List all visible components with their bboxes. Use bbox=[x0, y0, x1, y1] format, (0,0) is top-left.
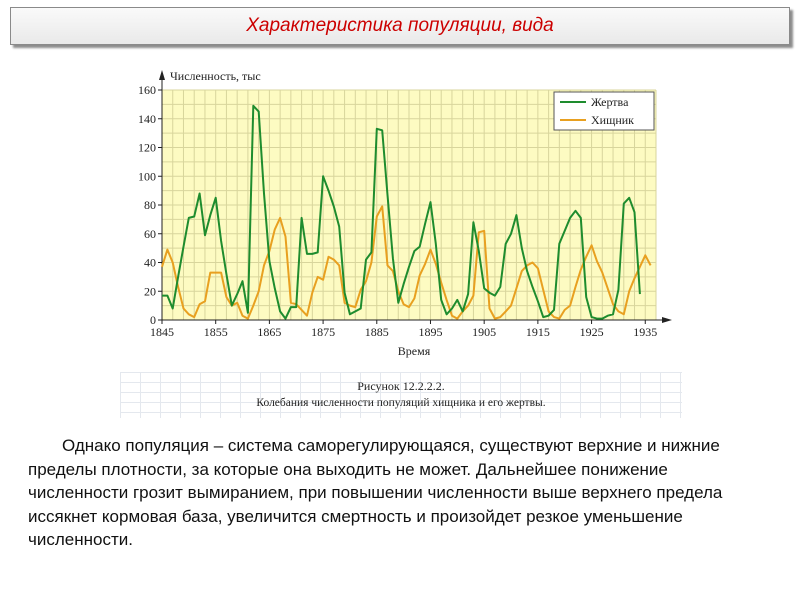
x-tick-label: 1925 bbox=[580, 325, 604, 339]
body-paragraph: Однако популяция – система саморегулирую… bbox=[28, 436, 723, 549]
y-tick-label: 0 bbox=[150, 313, 156, 327]
y-tick-label: 140 bbox=[138, 112, 156, 126]
x-axis-label: Время bbox=[398, 344, 431, 358]
y-tick-label: 60 bbox=[144, 227, 156, 241]
figure-caption-text: Колебания численности популяций хищника … bbox=[256, 397, 546, 409]
figure-number: Рисунок 12.2.2.2. bbox=[357, 379, 445, 393]
line-chart: 0 20 40 60 80 100 120 140 160 1845 1855 1865 1875 188… bbox=[138, 69, 672, 358]
x-axis-arrow bbox=[662, 317, 672, 323]
x-tick-label: 1915 bbox=[526, 325, 550, 339]
x-tick-label: 1875 bbox=[311, 325, 335, 339]
y-axis-label: Численность, тыс bbox=[170, 69, 261, 83]
y-tick-label: 100 bbox=[138, 169, 156, 183]
title-banner: Характеристика популяции, вида bbox=[10, 7, 790, 45]
x-tick-label: 1865 bbox=[257, 325, 281, 339]
x-tick-label: 1905 bbox=[472, 325, 496, 339]
y-tick-label: 160 bbox=[138, 83, 156, 97]
y-tick-label: 40 bbox=[144, 256, 156, 270]
y-tick-label: 120 bbox=[138, 141, 156, 155]
tick-labels: 0 20 40 60 80 100 120 140 160 1845 1855 1865 1875 188… bbox=[138, 83, 657, 339]
legend-box bbox=[553, 91, 655, 131]
y-tick-label: 80 bbox=[144, 198, 156, 212]
series-prey-line bbox=[162, 104, 641, 320]
x-tick-label: 1855 bbox=[204, 325, 228, 339]
figure-caption: Рисунок 12.2.2.2. Колебания численности … bbox=[120, 372, 682, 418]
x-tick-label: 1935 bbox=[633, 325, 657, 339]
series-lines bbox=[161, 104, 652, 320]
x-tick-label: 1895 bbox=[418, 325, 442, 339]
page-title: Характеристика популяции, вида bbox=[246, 15, 554, 36]
axes bbox=[159, 70, 672, 323]
y-tick-label: 20 bbox=[144, 284, 156, 298]
y-axis-arrow bbox=[159, 70, 165, 80]
legend-label-prey: Жертва bbox=[591, 95, 629, 109]
legend: Жертва Хищник bbox=[553, 91, 655, 131]
legend-label-predator: Хищник bbox=[591, 113, 634, 127]
x-tick-label: 1845 bbox=[150, 325, 174, 339]
grid-lines bbox=[161, 89, 657, 321]
series-predator-line bbox=[161, 205, 652, 320]
x-tick-label: 1885 bbox=[365, 325, 389, 339]
